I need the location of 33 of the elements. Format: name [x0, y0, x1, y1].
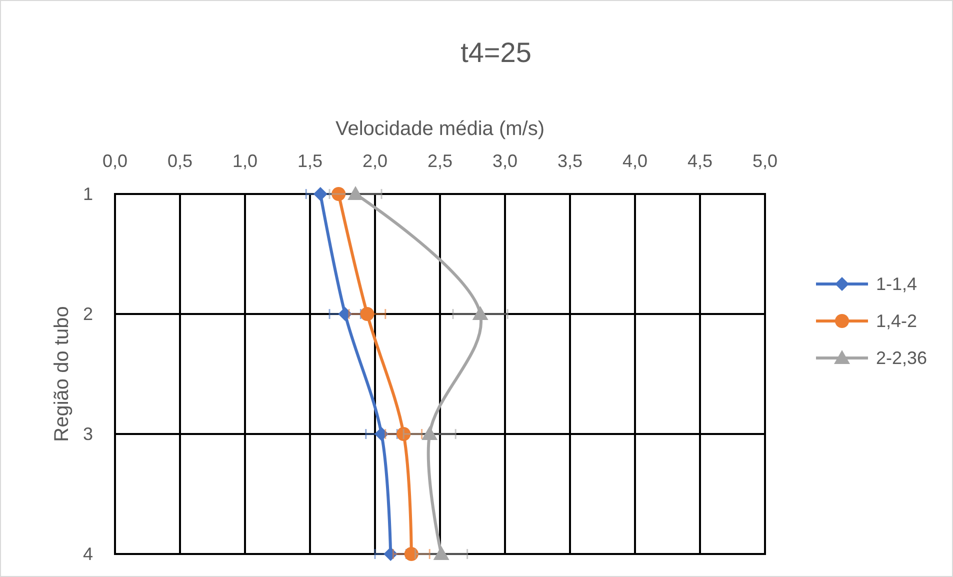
- point: [332, 187, 346, 201]
- y-axis-title: Região do tubo: [51, 306, 73, 442]
- point: [348, 186, 364, 200]
- point: [384, 547, 398, 561]
- x-axis-title: Velocidade média (m/s): [336, 118, 544, 140]
- x-tick-label: 1,5: [297, 151, 323, 171]
- point: [374, 427, 388, 441]
- point: [338, 307, 352, 321]
- legend-label: 1-1,4: [876, 274, 918, 294]
- point: [472, 306, 488, 320]
- x-tick-label: 4,0: [622, 151, 648, 171]
- legend-label: 1,4-2: [876, 311, 918, 331]
- point: [360, 307, 374, 321]
- x-tick-label: 1,0: [232, 151, 258, 171]
- y-tick-label: 2: [82, 304, 93, 324]
- y-tick-label: 4: [82, 544, 93, 564]
- x-tick-label: 0,5: [167, 151, 193, 171]
- legend-label: 2-2,36: [876, 348, 928, 368]
- x-tick-label: 5,0: [752, 151, 778, 171]
- y-tick-label: 3: [82, 424, 93, 444]
- y-tick-label: 1: [82, 184, 93, 204]
- point: [396, 427, 411, 441]
- point: [404, 547, 418, 561]
- x-tick-label: 4,5: [687, 151, 713, 171]
- x-tick-label: 2,5: [427, 151, 453, 171]
- x-tick-label: 0,0: [102, 151, 128, 171]
- point: [433, 546, 450, 560]
- chart-title: t4=25: [460, 37, 532, 68]
- point: [313, 187, 328, 201]
- x-tick-label: 3,5: [557, 151, 583, 171]
- x-tick-label: 2,0: [362, 151, 388, 171]
- x-tick-label: 3,0: [492, 151, 518, 171]
- point: [422, 426, 438, 440]
